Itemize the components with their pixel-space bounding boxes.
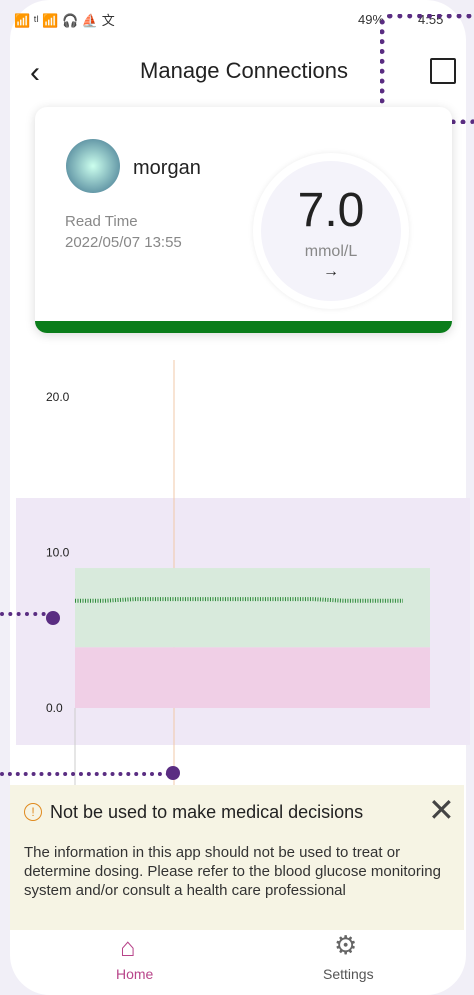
warning-title: Not be used to make medical decisions: [50, 802, 363, 823]
reading-circle: 7.0 mmol/L →: [253, 153, 409, 309]
reading-value: 7.0: [261, 183, 401, 238]
read-time: 2022/05/07 13:55: [65, 234, 182, 251]
warning-icon: !: [24, 803, 42, 821]
annotation-dot: [46, 611, 60, 625]
settings-icon[interactable]: ⚙: [334, 930, 357, 961]
low-range: [75, 647, 430, 708]
reading-card[interactable]: morgan Read Time 2022/05/07 13:55 7.0 mm…: [35, 107, 452, 333]
user-name: morgan: [133, 157, 201, 180]
reading-arrow: →: [261, 263, 401, 281]
y-tick-label: 10.0: [46, 546, 70, 560]
y-tick-label: 0.0: [46, 701, 63, 715]
warning-body: The information in this app should not b…: [24, 843, 454, 900]
home-icon[interactable]: ⌂: [120, 932, 136, 963]
home-tab[interactable]: Home: [116, 966, 153, 982]
status-bar-green: [35, 321, 452, 333]
annotation-dot: [166, 766, 180, 780]
reading-unit: mmol/L: [261, 243, 401, 261]
close-button[interactable]: ✕: [428, 791, 455, 829]
status-icons: 📶 ᵗˡ 📶 🎧 ⛵ 文: [14, 10, 115, 29]
warning-box: ! Not be used to make medical decisions …: [10, 785, 464, 930]
y-tick-label: 20.0: [46, 390, 70, 404]
settings-tab[interactable]: Settings: [323, 966, 374, 982]
annotation: [0, 772, 170, 776]
target-range: [75, 568, 430, 647]
read-time-label: Read Time: [65, 213, 138, 230]
screen: 0.010.020.0 📶 ᵗˡ 📶 🎧 ⛵ 文 49% 4:55 ‹ Mana…: [0, 0, 474, 995]
avatar: [66, 139, 120, 193]
